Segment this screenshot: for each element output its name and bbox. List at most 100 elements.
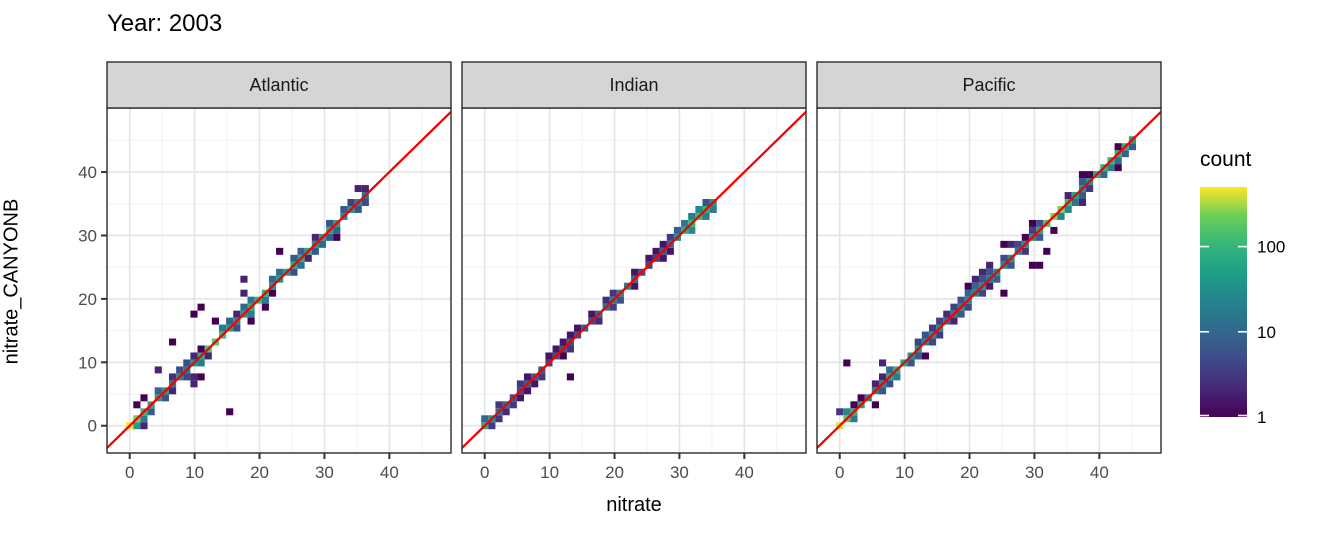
count-bin [531,380,539,388]
count-bin [361,185,369,193]
count-bin [326,219,334,227]
count-bin [1114,157,1122,165]
count-bin [147,408,155,416]
identity-line-layer [107,110,451,450]
count-bin [857,394,865,402]
count-bin [211,317,219,325]
count-bin [168,387,177,395]
count-bin [1028,261,1037,269]
count-bin [702,199,710,206]
count-bin [290,254,298,262]
count-bin [986,261,994,269]
count-bin [1071,199,1079,206]
count-bin [276,268,284,276]
facet-strip [461,61,807,109]
x-tick-label: 30 [1025,463,1044,482]
count-bin [843,359,851,367]
count-bin [168,338,177,346]
count-bin [140,394,148,402]
x-tick-label: 40 [380,463,399,482]
facet-strip-label: Atlantic [249,75,308,95]
count-bin [850,415,858,423]
facet-strip [106,61,452,109]
count-bin [311,233,319,241]
x-axis-title: nitrate [606,494,662,516]
count-bin [709,205,717,213]
count-bin [354,205,362,213]
count-bin [1057,212,1065,220]
count-bin [659,240,667,248]
y-tick-label: 20 [78,290,97,309]
count-bin [1043,247,1051,255]
count-bin [878,387,887,395]
count-bin [1000,289,1008,297]
count-bin [666,233,674,241]
count-bin [1128,143,1137,151]
x-tick-label: 30 [670,463,689,482]
count-bin [183,359,191,367]
count-bin [957,296,965,304]
count-bin [552,345,560,353]
count-bin [978,289,987,297]
count-bin [1064,192,1072,200]
count-bin [1114,164,1122,172]
count-bin [836,408,844,416]
count-bin [986,282,994,290]
count-bin [176,366,184,374]
count-bin [1028,219,1037,227]
count-bin [516,380,524,388]
count-bin [297,247,305,255]
count-bin [261,296,269,304]
count-bin [154,366,162,374]
count-bin [978,268,987,276]
count-bin [509,401,517,409]
count-bin [886,380,894,388]
count-bin [140,415,148,423]
count-bin [602,296,610,304]
x-tick-label: 20 [605,463,624,482]
count-bin [347,199,355,206]
count-bin [1121,150,1129,158]
count-bin [247,310,255,318]
count-bin [197,373,205,381]
count-bin [1036,219,1044,227]
count-bin [921,352,929,360]
count-bin [261,303,269,311]
count-bin [161,394,169,402]
count-bin [197,345,205,353]
gridline-layer [462,108,806,453]
count-bin [595,317,603,325]
count-bin [659,254,667,262]
count-bin [1000,240,1008,248]
x-tick-label: 30 [315,463,334,482]
x-tick-label: 0 [835,463,844,482]
identity-line [817,110,1161,450]
legend-title: count [1200,148,1252,171]
count-bin [168,373,177,381]
legend-colorbar: 100 10 1 [1200,187,1285,427]
count-bin [702,212,710,220]
count-bin [1078,178,1087,186]
identity-line-layer [817,110,1161,450]
count-bin [878,373,887,381]
count-bin [276,247,284,255]
count-bin [1086,185,1094,193]
count-bin [871,380,879,388]
identity-line-layer [462,110,806,450]
count-bin [154,387,162,395]
count-bin [695,205,703,213]
count-bin [240,289,248,297]
count-bin [226,317,234,325]
count-bin [921,331,929,339]
count-bin [559,352,567,360]
count-bin [936,331,944,339]
count-bin [502,408,510,416]
count-bin [616,296,624,304]
facet-panel-atlantic: Atlantic 0 10 20 30 40 0 10 20 30 40 [78,61,452,482]
count-bin [652,247,660,255]
count-bin [1021,233,1029,241]
x-tick-label: 10 [540,463,559,482]
count-bin [133,401,141,409]
legend-tick-label: 10 [1257,323,1276,342]
count-bin [1078,171,1087,179]
